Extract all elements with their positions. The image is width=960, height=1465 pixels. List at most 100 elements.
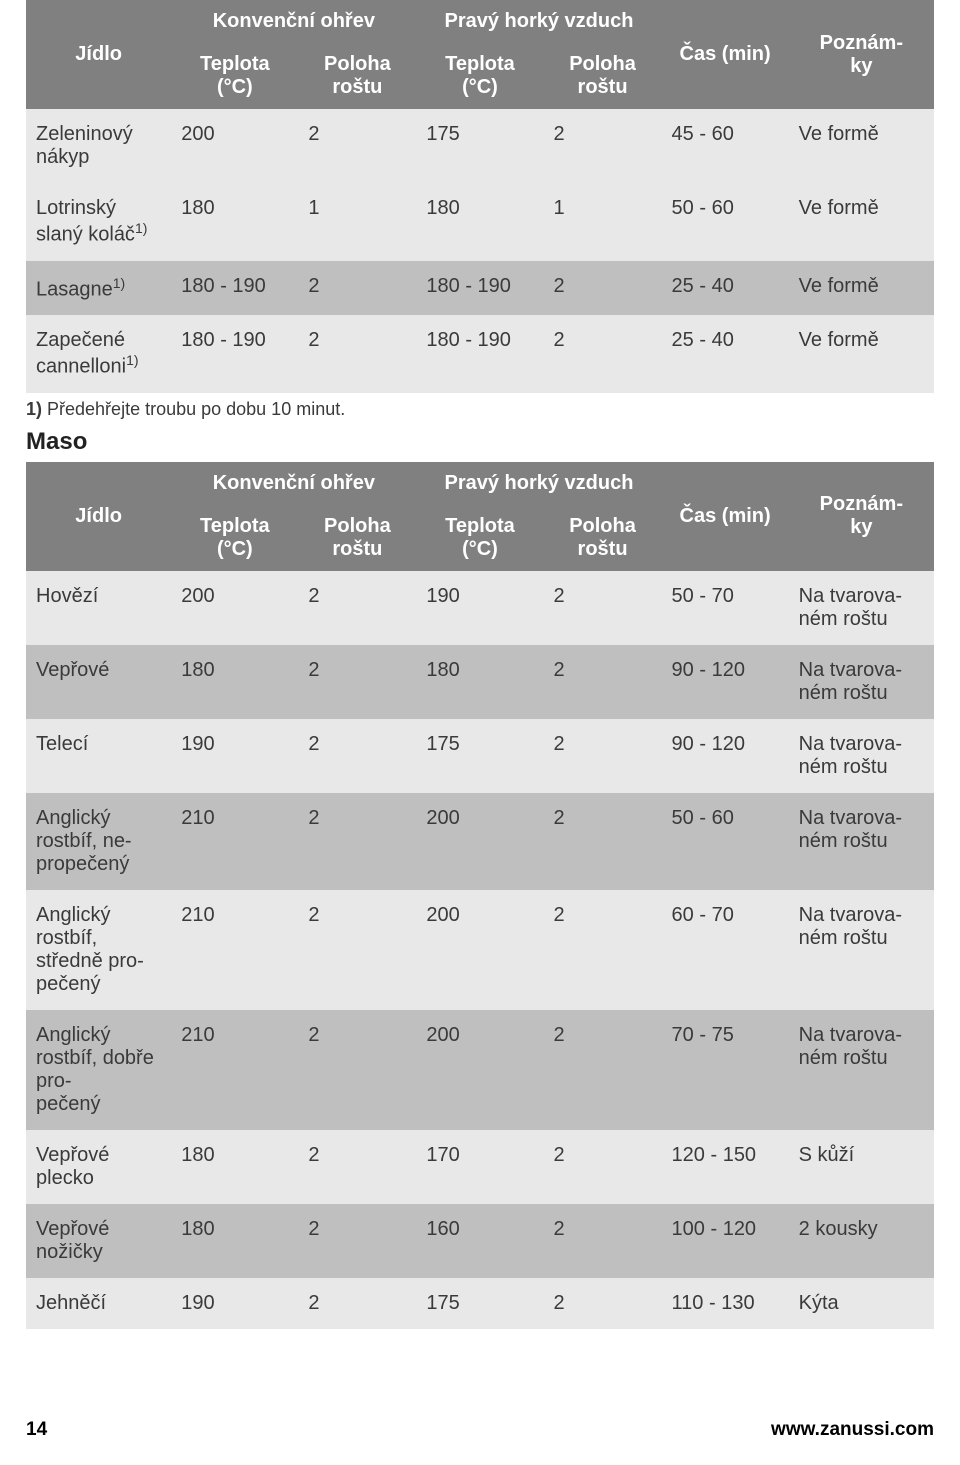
th-temp-1: Teplota (°C) bbox=[171, 43, 298, 109]
table-row: Vepřové1802180290 - 120Na tvarova‐ ném r… bbox=[26, 645, 934, 719]
th-temp-2: Teplota (°C) bbox=[416, 505, 543, 571]
table-row: Telecí1902175290 - 120Na tvarova‐ ném ro… bbox=[26, 719, 934, 793]
cell-food: Zapečené cannelloni1) bbox=[26, 315, 171, 393]
cell-p1: 2 bbox=[298, 1130, 416, 1204]
cell-food: Anglický rostbíf, ne‐ propečený bbox=[26, 793, 171, 890]
cell-p2: 2 bbox=[544, 1204, 662, 1278]
cell-time: 25 - 40 bbox=[662, 261, 789, 316]
cell-food: Anglický rostbíf, dobře pro‐ pečený bbox=[26, 1010, 171, 1130]
cell-time: 90 - 120 bbox=[662, 645, 789, 719]
cell-p1: 2 bbox=[298, 890, 416, 1010]
cell-p2: 2 bbox=[544, 890, 662, 1010]
th-time: Čas (min) bbox=[662, 0, 789, 109]
th-fan: Pravý horký vzduch bbox=[416, 462, 661, 505]
cell-t2: 200 bbox=[416, 890, 543, 1010]
cell-t1: 190 bbox=[171, 719, 298, 793]
cell-t2: 175 bbox=[416, 719, 543, 793]
table-row: Zeleninový nákyp2002175245 - 60Ve formě bbox=[26, 109, 934, 183]
table-row: Hovězí2002190250 - 70Na tvarova‐ ném roš… bbox=[26, 571, 934, 645]
cell-time: 100 - 120 bbox=[662, 1204, 789, 1278]
cell-time: 45 - 60 bbox=[662, 109, 789, 183]
th-food: Jídlo bbox=[26, 0, 171, 109]
cell-food: Anglický rostbíf, středně pro‐ pečený bbox=[26, 890, 171, 1010]
cell-time: 90 - 120 bbox=[662, 719, 789, 793]
table-row: Lotrinský slaný koláč1)1801180150 - 60Ve… bbox=[26, 183, 934, 261]
cell-p1: 2 bbox=[298, 261, 416, 316]
cell-note: Na tvarova‐ ném roštu bbox=[789, 1010, 934, 1130]
cell-t2: 175 bbox=[416, 109, 543, 183]
cell-p1: 2 bbox=[298, 109, 416, 183]
cell-p1: 2 bbox=[298, 719, 416, 793]
cell-t1: 210 bbox=[171, 793, 298, 890]
cell-note: Kýta bbox=[789, 1278, 934, 1329]
cell-food: Zeleninový nákyp bbox=[26, 109, 171, 183]
footnote-text: Předehřejte troubu po dobu 10 minut. bbox=[42, 399, 345, 419]
cell-p2: 2 bbox=[544, 571, 662, 645]
cell-t1: 210 bbox=[171, 1010, 298, 1130]
cell-note: Na tvarova‐ ném roštu bbox=[789, 645, 934, 719]
cell-time: 25 - 40 bbox=[662, 315, 789, 393]
cell-t2: 190 bbox=[416, 571, 543, 645]
cell-t1: 200 bbox=[171, 109, 298, 183]
cell-time: 110 - 130 bbox=[662, 1278, 789, 1329]
cell-p1: 1 bbox=[298, 183, 416, 261]
cell-food: Vepřové nožičky bbox=[26, 1204, 171, 1278]
th-pos-1: Poloha roštu bbox=[298, 43, 416, 109]
cell-t2: 180 bbox=[416, 183, 543, 261]
cell-p2: 2 bbox=[544, 645, 662, 719]
cell-t1: 180 bbox=[171, 183, 298, 261]
cell-t1: 180 - 190 bbox=[171, 261, 298, 316]
cell-t2: 180 - 190 bbox=[416, 315, 543, 393]
th-temp-1: Teplota (°C) bbox=[171, 505, 298, 571]
section-maso-title: Maso bbox=[26, 428, 934, 456]
cell-t1: 210 bbox=[171, 890, 298, 1010]
cell-p1: 2 bbox=[298, 645, 416, 719]
cell-note: Na tvarova‐ ném roštu bbox=[789, 890, 934, 1010]
cell-time: 50 - 70 bbox=[662, 571, 789, 645]
cell-food: Jehněčí bbox=[26, 1278, 171, 1329]
cell-p2: 2 bbox=[544, 793, 662, 890]
table-row: Vepřové nožičky18021602100 - 1202 kousky bbox=[26, 1204, 934, 1278]
cell-p1: 2 bbox=[298, 571, 416, 645]
cell-food: Vepřové plecko bbox=[26, 1130, 171, 1204]
cell-p2: 2 bbox=[544, 1130, 662, 1204]
cell-t2: 200 bbox=[416, 1010, 543, 1130]
table1-body: Zeleninový nákyp2002175245 - 60Ve forměL… bbox=[26, 109, 934, 393]
cell-p1: 2 bbox=[298, 793, 416, 890]
th-notes: Poznám‐ ky bbox=[789, 462, 934, 571]
cell-note: Ve formě bbox=[789, 315, 934, 393]
cooking-table-2: Jídlo Konvenční ohřev Pravý horký vzduch… bbox=[26, 462, 934, 1329]
th-time: Čas (min) bbox=[662, 462, 789, 571]
cell-t2: 180 - 190 bbox=[416, 261, 543, 316]
cell-t1: 190 bbox=[171, 1278, 298, 1329]
th-pos-1: Poloha roštu bbox=[298, 505, 416, 571]
cell-p2: 2 bbox=[544, 109, 662, 183]
cell-food: Lasagne1) bbox=[26, 261, 171, 316]
footnote-number: 1) bbox=[26, 399, 42, 419]
cell-time: 120 - 150 bbox=[662, 1130, 789, 1204]
cell-food: Vepřové bbox=[26, 645, 171, 719]
table-row: Zapečené cannelloni1)180 - 1902180 - 190… bbox=[26, 315, 934, 393]
cell-t1: 200 bbox=[171, 571, 298, 645]
cell-note: Ve formě bbox=[789, 183, 934, 261]
th-pos-2: Poloha roštu bbox=[544, 505, 662, 571]
cell-p1: 2 bbox=[298, 1010, 416, 1130]
cell-t1: 180 bbox=[171, 645, 298, 719]
cell-note: Ve formě bbox=[789, 109, 934, 183]
th-conv: Konvenční ohřev bbox=[171, 0, 416, 43]
cell-p2: 2 bbox=[544, 1278, 662, 1329]
cell-time: 50 - 60 bbox=[662, 183, 789, 261]
th-pos-2: Poloha roštu bbox=[544, 43, 662, 109]
th-food: Jídlo bbox=[26, 462, 171, 571]
th-conv: Konvenční ohřev bbox=[171, 462, 416, 505]
cell-t1: 180 bbox=[171, 1204, 298, 1278]
cell-time: 60 - 70 bbox=[662, 890, 789, 1010]
cell-p1: 2 bbox=[298, 315, 416, 393]
cell-p2: 2 bbox=[544, 261, 662, 316]
table-row: Jehněčí19021752110 - 130Kýta bbox=[26, 1278, 934, 1329]
cell-p1: 2 bbox=[298, 1204, 416, 1278]
table-row: Anglický rostbíf, dobře pro‐ pečený21022… bbox=[26, 1010, 934, 1130]
table-row: Anglický rostbíf, ne‐ propečený210220025… bbox=[26, 793, 934, 890]
cell-p2: 1 bbox=[544, 183, 662, 261]
cell-note: Na tvarova‐ ném roštu bbox=[789, 793, 934, 890]
